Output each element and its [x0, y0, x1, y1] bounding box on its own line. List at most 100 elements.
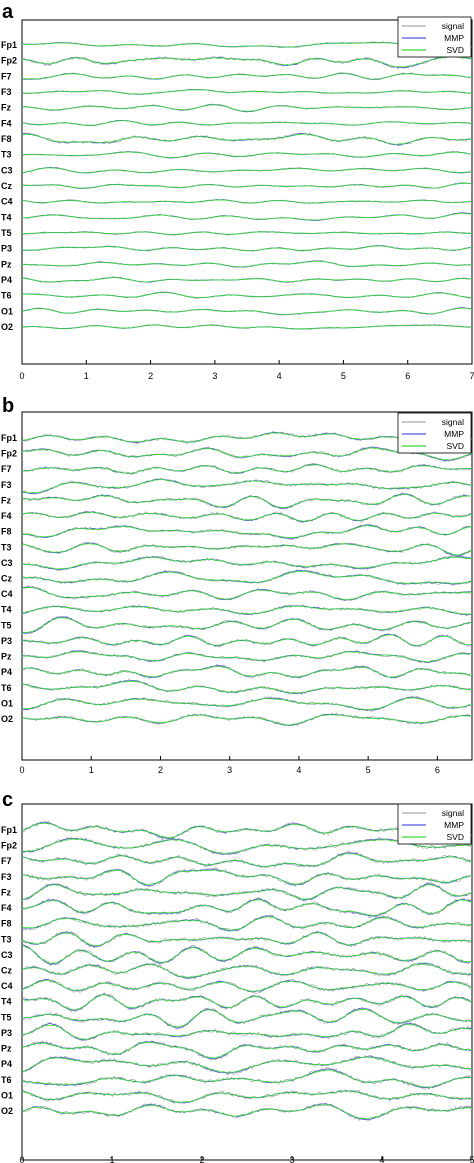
- series-svd-t4: [21, 994, 473, 1011]
- series-svd-fp1: [21, 432, 473, 443]
- channel-label-t6: T6: [1, 1075, 12, 1085]
- series-svd-o1: [21, 1090, 473, 1103]
- series-mmp-o2: [21, 713, 473, 726]
- x-tick-label: 3: [227, 765, 232, 775]
- channel-label-t3: T3: [1, 542, 12, 552]
- series-mmp-f7: [21, 463, 472, 475]
- x-tick-label: 6: [435, 765, 440, 775]
- channel-label-o1: O1: [1, 698, 13, 708]
- x-tick-label: 5: [469, 1155, 474, 1163]
- series-svd-t4: [21, 605, 473, 615]
- series-svd-pz: [21, 651, 473, 663]
- x-tick-label: 6: [405, 371, 410, 381]
- channel-label-fp2: Fp2: [1, 56, 17, 66]
- channel-label-fp2: Fp2: [1, 841, 17, 851]
- channel-label-f3: F3: [1, 480, 12, 490]
- x-tick-label: 7: [469, 371, 474, 381]
- series-mmp-fp2: [21, 55, 473, 69]
- channel-label-t6: T6: [1, 683, 12, 693]
- series-svd-f8: [21, 916, 473, 931]
- series-signal-o2: [21, 324, 473, 330]
- series-svd-c3: [21, 556, 473, 570]
- series-svd-fp2: [21, 447, 473, 461]
- series-mmp-f3: [21, 478, 473, 495]
- x-tick-label: 5: [366, 765, 371, 775]
- channel-label-p4: P4: [1, 275, 12, 285]
- x-tick-label: 0: [19, 1155, 24, 1163]
- legend-label-signal: signal: [442, 417, 464, 427]
- channel-label-pz: Pz: [1, 1044, 12, 1054]
- series-svd-pz: [22, 260, 473, 268]
- series-svd-f8: [21, 524, 473, 539]
- plot-frame: [21, 411, 473, 761]
- series-svd-p3: [21, 245, 473, 252]
- series-svd-cz: [21, 963, 473, 978]
- series-svd-c4: [21, 587, 473, 601]
- series-svd-f7: [21, 464, 473, 474]
- series-signal-t6: [21, 678, 473, 695]
- series-svd-f3: [21, 478, 473, 494]
- channel-label-c4: C4: [1, 589, 13, 599]
- channel-label-p3: P3: [1, 1028, 12, 1038]
- panel-letter: a: [2, 1, 14, 23]
- legend-label-mmp: MMP: [444, 820, 464, 830]
- series-mmp-fz: [21, 883, 473, 901]
- series-svd-f7: [21, 853, 473, 868]
- series-svd-t6: [21, 680, 473, 694]
- series-svd-p4: [21, 1056, 473, 1073]
- series-svd-t6: [21, 1069, 473, 1088]
- channel-label-o1: O1: [1, 306, 13, 316]
- x-tick-label: 4: [277, 371, 282, 381]
- series-mmp-f7: [21, 852, 473, 868]
- channel-label-f4: F4: [1, 903, 12, 913]
- series-svd-f7: [22, 72, 473, 80]
- series-svd-c3: [21, 945, 473, 964]
- series-svd-o2: [21, 324, 473, 330]
- channel-label-o2: O2: [1, 1106, 13, 1116]
- series-mmp-o1: [21, 1089, 473, 1104]
- plot-frame: [21, 803, 473, 1161]
- series-mmp-f4: [21, 898, 473, 917]
- series-svd-fz: [21, 884, 473, 900]
- series-signal-t6: [21, 1067, 473, 1090]
- series-signal-o1: [21, 306, 473, 316]
- channel-label-fz: Fz: [1, 887, 11, 897]
- channel-label-f8: F8: [1, 527, 12, 537]
- series-signal-f7: [21, 850, 473, 868]
- x-tick-label: 4: [379, 1155, 384, 1163]
- channel-label-t5: T5: [1, 620, 12, 630]
- series-svd-f8: [21, 133, 473, 145]
- series-signal-pz: [21, 1040, 473, 1061]
- series-svd-fp2: [22, 838, 473, 855]
- series-signal-f8: [21, 524, 473, 540]
- legend-label-svd: SVD: [447, 832, 464, 842]
- series-mmp-f8: [21, 524, 472, 540]
- panel-a: a Fp1 Fp2 F7 F3 Fz F4 F8 T3 C3 Cz C4 T4 T5 P3 Pz P4 T6 O1 O…: [1, 1, 474, 381]
- series-mmp-p3: [21, 1023, 473, 1041]
- series-svd-t6: [21, 292, 473, 299]
- series-mmp-c4: [21, 586, 473, 601]
- channel-label-p4: P4: [1, 667, 12, 677]
- channel-label-t3: T3: [1, 150, 12, 160]
- series-svd-pz: [21, 1041, 473, 1059]
- series-signal-f4: [21, 897, 473, 918]
- series-svd-p3: [21, 634, 473, 647]
- channel-label-f7: F7: [1, 464, 12, 474]
- channel-label-f8: F8: [1, 919, 12, 929]
- series-svd-t3: [21, 932, 472, 947]
- legend-label-mmp: MMP: [444, 33, 464, 43]
- series-signal-pz: [21, 649, 473, 664]
- series-mmp-c3: [21, 944, 473, 965]
- series-svd-f3: [22, 89, 472, 95]
- channel-label-f3: F3: [1, 87, 12, 97]
- series-svd-p3: [21, 1023, 473, 1040]
- channel-label-fz: Fz: [1, 495, 11, 505]
- channel-label-t5: T5: [1, 228, 12, 238]
- series-svd-o2: [21, 1104, 473, 1120]
- series-signal-t4: [21, 212, 473, 222]
- x-tick-label: 3: [212, 371, 217, 381]
- channel-label-t4: T4: [1, 997, 12, 1007]
- channel-label-cz: Cz: [1, 966, 12, 976]
- channel-label-fp1: Fp1: [1, 825, 17, 835]
